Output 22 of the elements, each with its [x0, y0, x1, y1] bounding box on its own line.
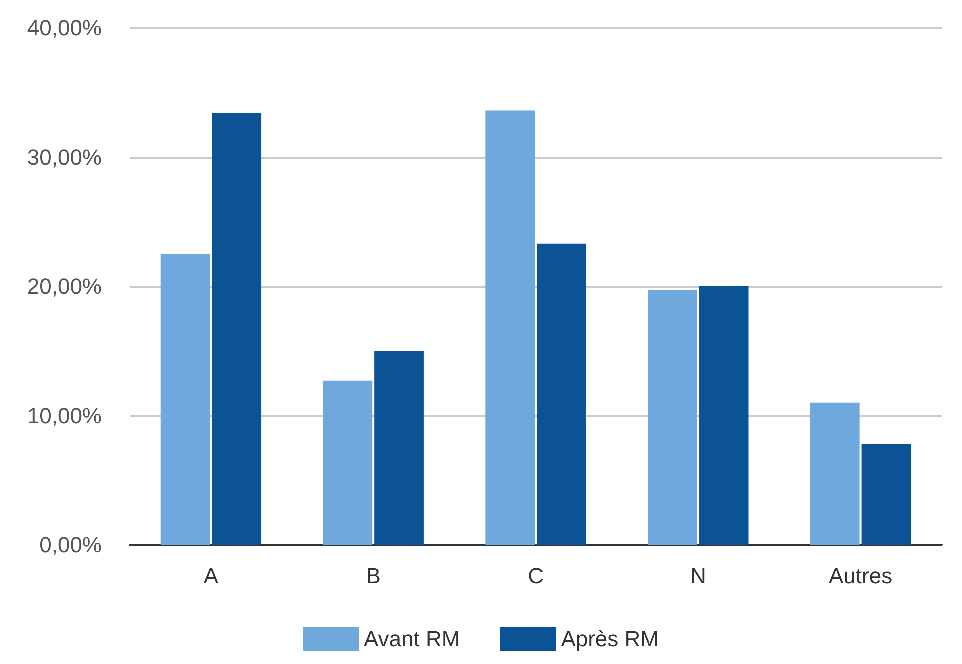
- bar: [212, 113, 262, 545]
- bar: [810, 402, 860, 545]
- x-tick-label: C: [528, 564, 544, 588]
- x-tick-label: N: [690, 564, 706, 588]
- y-tick-label: 20,00%: [27, 274, 102, 299]
- x-tick-label: A: [204, 564, 219, 588]
- bar: [160, 254, 210, 545]
- legend-label: Après RM: [561, 626, 659, 652]
- y-tick-label: 0,00%: [40, 532, 102, 558]
- x-tick-label: Autres: [829, 564, 893, 588]
- bar: [323, 380, 373, 545]
- bar: [699, 286, 749, 545]
- bar: [486, 110, 536, 545]
- x-tick-label: B: [366, 564, 381, 588]
- bar: [862, 444, 912, 545]
- y-tick-label: 40,00%: [27, 16, 102, 40]
- legend-label: Avant RM: [364, 626, 460, 652]
- y-tick-label: 30,00%: [27, 144, 102, 170]
- y-tick-label: 10,00%: [27, 403, 102, 428]
- bar: [374, 351, 424, 545]
- bar: [536, 244, 586, 545]
- bar: [648, 290, 698, 545]
